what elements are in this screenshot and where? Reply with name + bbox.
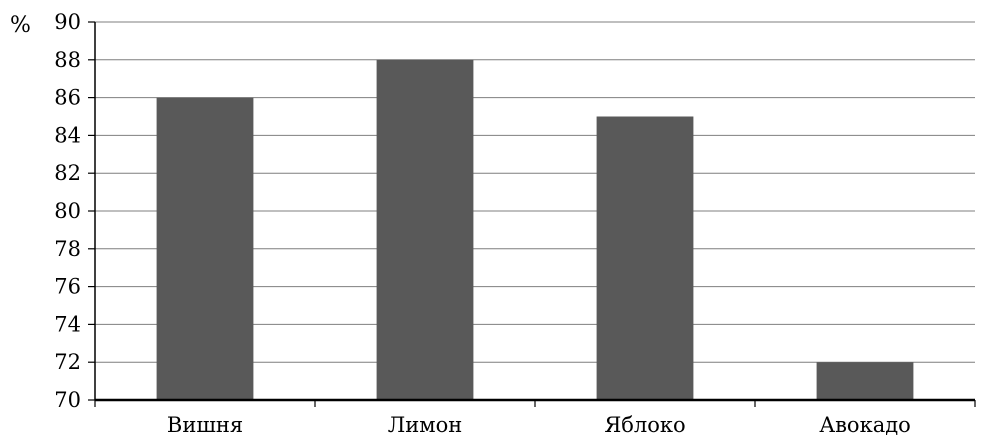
bar — [377, 60, 474, 400]
x-tick-label: Авокадо — [819, 413, 911, 436]
y-axis-unit-label: % — [10, 13, 31, 38]
bar — [597, 117, 694, 401]
bar — [157, 98, 254, 400]
bars — [157, 60, 914, 400]
y-tick-label: 82 — [54, 161, 81, 185]
y-tick-label: 86 — [54, 86, 81, 110]
y-tick-label: 74 — [54, 312, 81, 336]
y-tick-label: 80 — [54, 199, 81, 223]
y-tick-label: 84 — [54, 123, 81, 147]
y-tick-label: 90 — [54, 10, 81, 34]
y-tick-label: 78 — [54, 237, 81, 261]
y-tick-label: 72 — [54, 350, 81, 374]
x-tick-label: Лимон — [388, 413, 463, 436]
y-tick-label: 88 — [54, 48, 81, 72]
y-tick-label: 76 — [54, 275, 81, 299]
x-tick-label: Вишня — [167, 413, 243, 436]
x-tick-label: Яблоко — [604, 413, 685, 436]
y-tick-label: 70 — [54, 388, 81, 412]
bar — [817, 362, 914, 400]
